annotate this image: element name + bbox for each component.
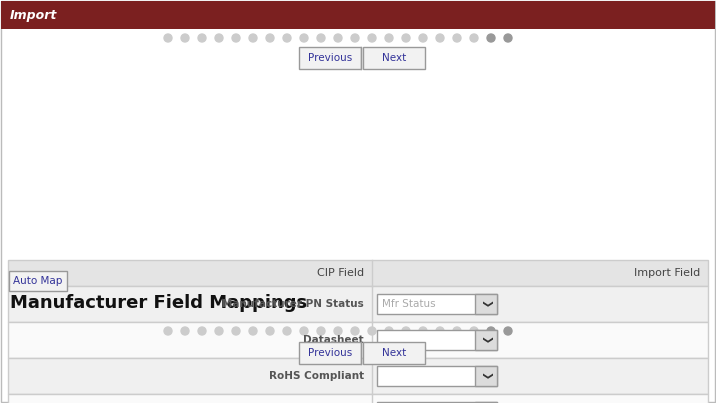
Circle shape	[164, 34, 172, 42]
Circle shape	[198, 34, 206, 42]
Circle shape	[232, 327, 240, 335]
FancyBboxPatch shape	[363, 342, 425, 364]
FancyBboxPatch shape	[8, 358, 708, 394]
FancyBboxPatch shape	[363, 47, 425, 69]
Circle shape	[419, 327, 427, 335]
Text: Next: Next	[382, 53, 406, 63]
Circle shape	[198, 327, 206, 335]
Text: Manufacturer Field Mappings: Manufacturer Field Mappings	[10, 294, 307, 312]
Circle shape	[181, 327, 189, 335]
FancyBboxPatch shape	[8, 260, 708, 286]
Circle shape	[266, 327, 274, 335]
Circle shape	[249, 327, 257, 335]
Circle shape	[249, 34, 257, 42]
FancyBboxPatch shape	[9, 271, 67, 291]
Text: RoHS Compliant: RoHS Compliant	[269, 371, 364, 381]
Circle shape	[402, 34, 410, 42]
Text: Auto Map: Auto Map	[14, 276, 63, 286]
Circle shape	[283, 327, 291, 335]
FancyBboxPatch shape	[8, 394, 708, 403]
Circle shape	[385, 327, 393, 335]
FancyBboxPatch shape	[377, 294, 497, 314]
FancyBboxPatch shape	[8, 322, 708, 358]
Text: Previous: Previous	[308, 53, 352, 63]
FancyBboxPatch shape	[299, 47, 361, 69]
Circle shape	[181, 34, 189, 42]
Text: ❯: ❯	[481, 372, 491, 380]
Text: Next: Next	[382, 348, 406, 358]
FancyBboxPatch shape	[377, 402, 497, 403]
Circle shape	[300, 34, 308, 42]
Circle shape	[385, 34, 393, 42]
Circle shape	[266, 34, 274, 42]
FancyBboxPatch shape	[475, 402, 497, 403]
Text: Import: Import	[10, 8, 57, 21]
Circle shape	[317, 327, 325, 335]
Text: Manufacturer PN Status: Manufacturer PN Status	[222, 299, 364, 309]
Circle shape	[487, 34, 495, 42]
Circle shape	[487, 327, 495, 335]
Circle shape	[300, 327, 308, 335]
Circle shape	[436, 327, 444, 335]
Circle shape	[351, 34, 359, 42]
FancyBboxPatch shape	[299, 342, 361, 364]
Circle shape	[317, 34, 325, 42]
FancyBboxPatch shape	[377, 330, 497, 350]
Text: Datasheet: Datasheet	[304, 335, 364, 345]
Circle shape	[368, 327, 376, 335]
Circle shape	[453, 34, 461, 42]
FancyBboxPatch shape	[475, 330, 497, 350]
FancyBboxPatch shape	[1, 1, 715, 29]
Circle shape	[368, 34, 376, 42]
Circle shape	[351, 327, 359, 335]
Circle shape	[504, 34, 512, 42]
Text: Mfr Status: Mfr Status	[382, 299, 435, 309]
Circle shape	[215, 327, 223, 335]
Circle shape	[436, 34, 444, 42]
Text: Previous: Previous	[308, 348, 352, 358]
Circle shape	[504, 327, 512, 335]
Circle shape	[334, 327, 342, 335]
Circle shape	[419, 34, 427, 42]
Circle shape	[334, 34, 342, 42]
Circle shape	[453, 327, 461, 335]
Circle shape	[232, 34, 240, 42]
Circle shape	[470, 327, 478, 335]
FancyBboxPatch shape	[475, 294, 497, 314]
Circle shape	[164, 327, 172, 335]
Circle shape	[402, 327, 410, 335]
Circle shape	[283, 34, 291, 42]
Text: CIP Field: CIP Field	[317, 268, 364, 278]
Text: Import Field: Import Field	[634, 268, 700, 278]
FancyBboxPatch shape	[475, 366, 497, 386]
Text: ❯: ❯	[481, 336, 491, 344]
FancyBboxPatch shape	[377, 366, 497, 386]
FancyBboxPatch shape	[8, 286, 708, 322]
Circle shape	[470, 34, 478, 42]
Circle shape	[215, 34, 223, 42]
Text: ❯: ❯	[481, 300, 491, 308]
